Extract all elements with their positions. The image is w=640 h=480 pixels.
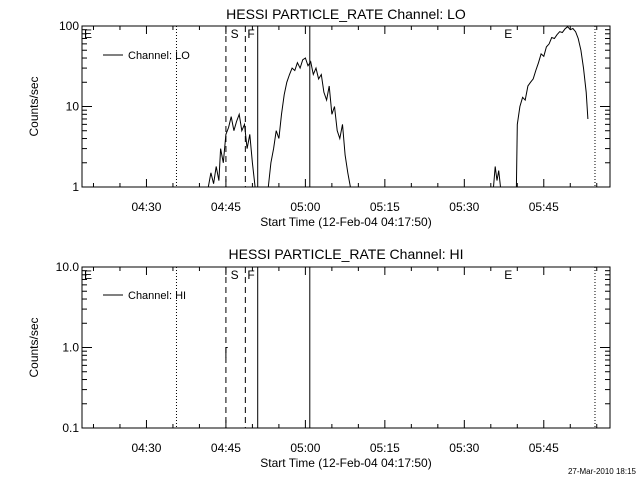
lo-chart-title: HESSI PARTICLE_RATE Channel: LO (226, 6, 466, 22)
footer-timestamp: 27-Mar-2010 18:15 (568, 467, 637, 476)
hi-xtick-label-5: 05:45 (529, 441, 559, 455)
hi-ytick-label-0: 0.1 (62, 421, 79, 435)
lo-xtick-label-5: 05:45 (529, 200, 559, 214)
lo-marker-label-3: E (504, 27, 512, 41)
lo-series-0-segment-1 (267, 57, 351, 188)
hi-xtick-label-2: 05:00 (290, 441, 320, 455)
hi-ytick-label-1: 1.0 (62, 341, 79, 355)
hi-y-axis-label: Counts/sec (27, 317, 41, 377)
lo-x-axis-label: Start Time (12-Feb-04 04:17:50) (260, 215, 431, 229)
hi-marker-label-2: F (247, 268, 254, 282)
hi-xtick-label-1: 04:45 (211, 441, 241, 455)
lo-legend-label: Channel: LO (128, 50, 190, 62)
lo-xtick-label-2: 05:00 (290, 200, 320, 214)
hi-x-axis-label: Start Time (12-Feb-04 04:17:50) (260, 456, 431, 470)
lo-xtick-label-4: 05:30 (449, 200, 479, 214)
hi-ytick-label-2: 10.0 (56, 260, 80, 274)
hi-chart-title: HESSI PARTICLE_RATE Channel: HI (229, 246, 464, 262)
lo-ytick-label-0: 1 (72, 180, 79, 194)
lo-xtick-label-3: 05:15 (370, 200, 400, 214)
lo-ytick-label-1: 10 (66, 100, 80, 114)
lo-ytick-label-2: 100 (59, 19, 79, 33)
lo-xtick-label-1: 04:45 (211, 200, 241, 214)
lo-series-0-segment-0 (207, 112, 256, 188)
lo-marker-label-1: S (231, 27, 239, 41)
hi-xtick-label-0: 04:30 (131, 441, 161, 455)
hi-series-0-segment-0 (225, 347, 228, 358)
hi-legend-label: Channel: HI (128, 290, 186, 302)
hi-xtick-label-4: 05:30 (449, 441, 479, 455)
lo-series-0-segment-3 (515, 26, 589, 188)
lo-xtick-label-0: 04:30 (131, 200, 161, 214)
hi-marker-label-0: E (84, 268, 92, 282)
lo-channel-panel: HESSI PARTICLE_RATE Channel: LO 04:30 04:4… (27, 6, 611, 229)
lo-series-0-segment-2 (493, 166, 501, 188)
hi-xtick-label-3: 05:15 (370, 441, 400, 455)
hi-marker-label-3: E (504, 268, 512, 282)
lo-y-axis-label: Counts/sec (27, 76, 41, 136)
hi-channel-panel: HESSI PARTICLE_RATE Channel: HI 04:30 04:4… (27, 246, 611, 470)
lo-marker-label-0: E (84, 27, 92, 41)
hi-marker-label-1: S (231, 268, 239, 282)
lo-marker-label-2: F (247, 27, 254, 41)
